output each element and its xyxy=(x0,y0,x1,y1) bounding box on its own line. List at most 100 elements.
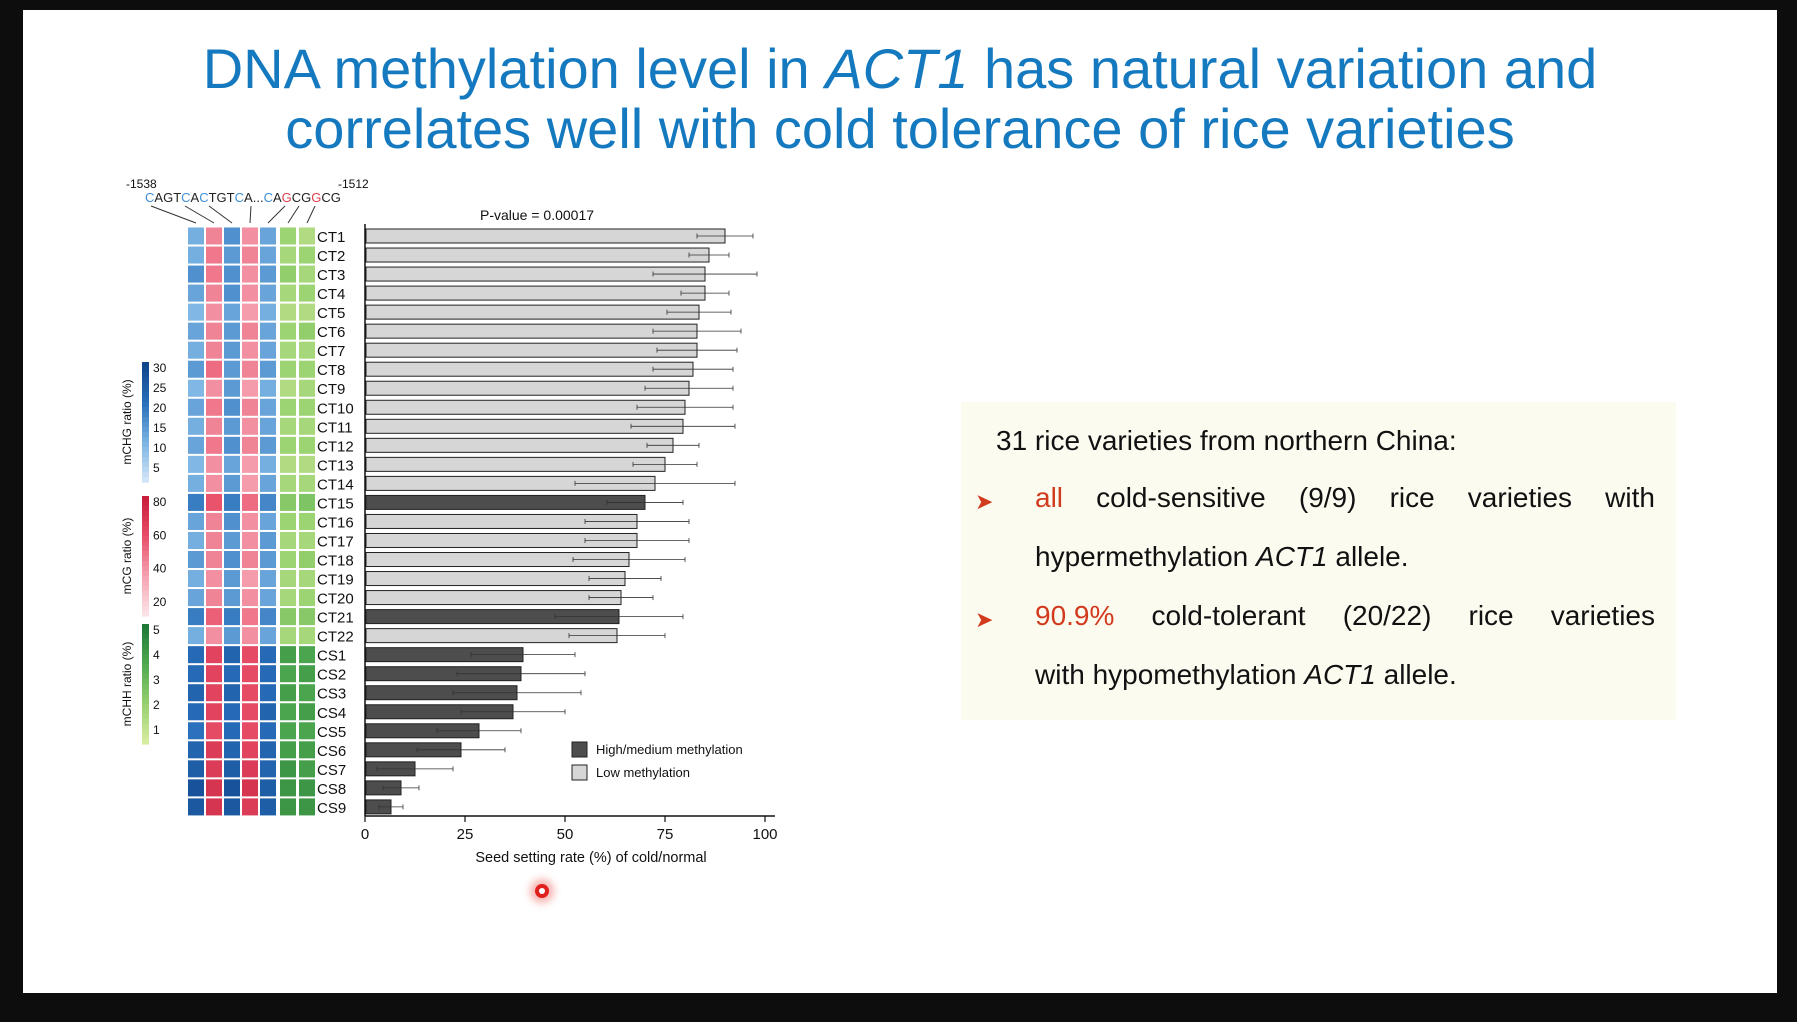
heatmap-cell xyxy=(280,303,296,321)
sequence-base: C xyxy=(199,190,208,205)
row-label: CS5 xyxy=(317,724,346,741)
heatmap-cell xyxy=(206,608,222,626)
bar-ct1 xyxy=(365,228,726,244)
colorscale-segment xyxy=(142,432,149,438)
heatmap-cell xyxy=(280,741,296,759)
colorscale-segment xyxy=(142,586,149,592)
heatmap-cell xyxy=(242,417,258,435)
heatmap-cell xyxy=(260,550,276,569)
heatmap-cell xyxy=(188,570,204,588)
colorscale-segment xyxy=(142,506,149,512)
heatmap-cell xyxy=(224,379,240,397)
colorscale-segment xyxy=(142,372,149,378)
heatmap-cell xyxy=(260,646,276,664)
colorscale-segment xyxy=(142,699,149,705)
heatmap-cell xyxy=(260,341,276,359)
seq-connector xyxy=(267,205,286,224)
heatmap-cell xyxy=(188,627,204,645)
sequence-base: G xyxy=(331,190,341,205)
bullet2-highlight: 90.9% xyxy=(1035,600,1115,631)
row-label: CT12 xyxy=(317,438,354,455)
heatmap-cell xyxy=(242,227,258,245)
heatmap-cell xyxy=(260,512,276,530)
heatmap-cell xyxy=(260,322,276,340)
sequence-base: C xyxy=(264,190,273,205)
sequence-base: C xyxy=(292,190,301,205)
colorscale-tick: 1 xyxy=(153,723,160,737)
colorscale-segment xyxy=(142,571,149,577)
heatmap-cell xyxy=(260,779,276,797)
heatmap-cell xyxy=(299,227,315,245)
heatmap-cell xyxy=(299,684,315,702)
heatmap-cell xyxy=(260,227,276,245)
colorscale-tick: 25 xyxy=(153,381,167,395)
sequence-base: C xyxy=(235,190,244,205)
colorscale-tick: 40 xyxy=(153,562,167,576)
heatmap-cell xyxy=(280,284,296,302)
heatmap-cell xyxy=(242,570,258,588)
heatmap-cell xyxy=(188,436,204,454)
row-label: CT22 xyxy=(317,629,354,646)
row-label: CS8 xyxy=(317,781,346,798)
title-text-end: has natural variation and xyxy=(968,37,1598,100)
sequence-base: . xyxy=(260,190,264,205)
heatmap-cell xyxy=(242,627,258,645)
heatmap-cell xyxy=(188,722,204,740)
heatmap-cell xyxy=(280,417,296,435)
colorscale-segment xyxy=(142,601,149,607)
info-box: 31 rice varieties from northern China: ➤… xyxy=(961,402,1676,720)
sequence-text: CAGTCACTGTCA...CAGCGGCG xyxy=(145,190,341,205)
heatmap-cell xyxy=(188,665,204,683)
seq-end-position: -1512 xyxy=(338,177,369,191)
colorscale-segment xyxy=(142,734,149,740)
heatmap-cell xyxy=(188,455,204,473)
heatmap-cell xyxy=(299,627,315,645)
legend-label-high: High/medium methylation xyxy=(596,742,743,757)
heatmap-cell xyxy=(280,589,296,607)
methylation-chart: CT1CT2CT3CT4CT5CT6CT7CT8CT9CT10CT11CT12C… xyxy=(120,177,778,866)
heatmap-cell xyxy=(299,646,315,664)
heatmap-cell xyxy=(188,550,204,569)
heatmap-cell xyxy=(188,779,204,797)
bullet2-line2: with hypomethylation ACT1 allele. xyxy=(1035,659,1457,691)
bullet1-line1: all cold-sensitive (9/9) rice varieties … xyxy=(1035,482,1655,514)
colorscale-segment xyxy=(142,689,149,695)
row-label: CT20 xyxy=(317,591,354,608)
bullet2-text-end: allele. xyxy=(1375,659,1457,690)
colorscale-segment xyxy=(142,659,149,665)
heatmap-cell xyxy=(224,474,240,492)
heatmap-cell xyxy=(280,684,296,702)
x-tick-label: 0 xyxy=(361,826,369,843)
bar-ct9 xyxy=(365,380,690,396)
heatmap-cell xyxy=(260,493,276,511)
row-label: CT3 xyxy=(317,267,345,284)
heatmap-cell xyxy=(299,379,315,397)
colorscale-segment xyxy=(142,531,149,537)
colorscale-segment xyxy=(142,704,149,710)
heatmap-cell xyxy=(280,379,296,397)
heatmap-cell xyxy=(242,608,258,626)
heatmap-cell xyxy=(206,474,222,492)
colorscale-segment xyxy=(142,501,149,507)
heatmap-cell xyxy=(242,760,258,778)
sequence-base: G xyxy=(163,190,173,205)
heatmap-cell xyxy=(188,398,204,416)
bullet-arrow-icon: ➤ xyxy=(975,489,994,514)
heatmap-cell xyxy=(280,703,296,721)
colorscale-segment xyxy=(142,664,149,670)
colorscale-segment xyxy=(142,719,149,725)
sequence-base: T xyxy=(209,190,217,205)
seq-connector xyxy=(287,205,300,224)
heatmap-cell xyxy=(242,474,258,492)
row-label: CT15 xyxy=(317,495,354,512)
row-label: CT7 xyxy=(317,343,345,360)
heatmap-cell xyxy=(206,779,222,797)
bar-ct4 xyxy=(365,285,706,301)
colorscale-segment xyxy=(142,581,149,587)
colorscale-segment xyxy=(142,729,149,735)
colorscale-segment xyxy=(142,462,149,468)
colorscale-segment xyxy=(142,536,149,542)
bullet2-line1: 90.9% cold-tolerant (20/22) rice varieti… xyxy=(1035,600,1655,632)
row-label: CT14 xyxy=(317,476,354,493)
heatmap-cell xyxy=(242,703,258,721)
